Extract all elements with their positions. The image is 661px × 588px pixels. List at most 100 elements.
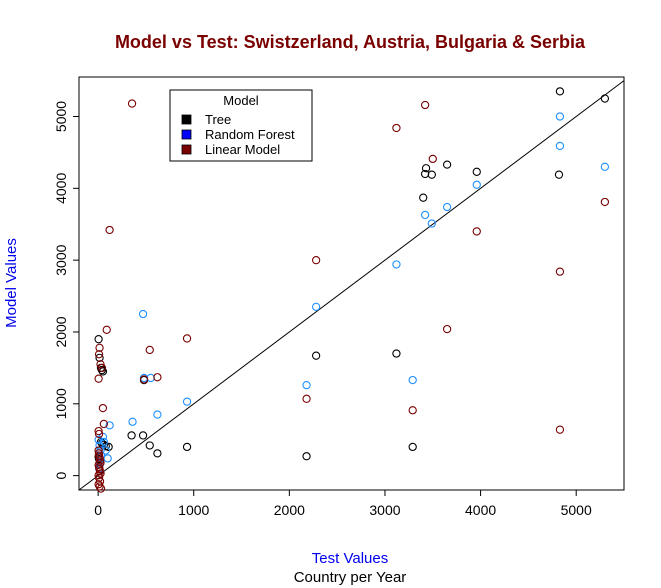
point-random-forest <box>105 421 114 430</box>
point-tree <box>145 441 154 450</box>
point-random-forest <box>427 219 436 228</box>
point-linear-model <box>302 394 311 403</box>
point-tree <box>96 437 106 447</box>
point-linear-model <box>420 100 430 110</box>
x-tick-label: 2000 <box>274 502 305 518</box>
point-linear-model <box>555 267 565 276</box>
point-tree <box>94 335 103 344</box>
point-tree <box>421 164 431 173</box>
chart-title: Model vs Test: Swistzerland, Austria, Bu… <box>115 32 586 52</box>
y-tick-label: 4000 <box>53 173 69 204</box>
point-linear-model <box>96 360 105 369</box>
point-tree <box>127 431 136 440</box>
point-tree <box>408 442 417 452</box>
point-tree <box>427 170 436 179</box>
point-random-forest <box>555 112 565 121</box>
point-tree <box>98 367 108 376</box>
x-axis: 0 1000 2000 3000 4000 5000 <box>94 490 592 518</box>
legend-entry-linear-model: Linear Model <box>205 142 280 157</box>
x-axis-label: Test Values <box>312 550 388 567</box>
point-linear-model <box>127 99 137 108</box>
x-tick-label: 4000 <box>465 502 496 518</box>
legend-swatch-tree <box>181 114 192 125</box>
point-tree <box>419 193 428 202</box>
point-linear-model <box>94 374 103 383</box>
point-linear-model <box>442 324 452 334</box>
x-axis-subtitle: Country per Year <box>294 569 407 586</box>
legend-entry-random-forest: Random Forest <box>205 127 295 142</box>
point-linear-model <box>311 256 321 265</box>
point-tree <box>392 349 401 358</box>
point-random-forest <box>408 375 417 385</box>
point-tree <box>97 365 107 375</box>
point-linear-model <box>95 343 104 352</box>
legend-swatch-random-forest <box>181 129 192 140</box>
point-linear-model <box>600 197 610 207</box>
point-linear-model <box>153 373 162 382</box>
point-tree <box>554 170 564 179</box>
point-linear-model <box>145 345 154 355</box>
legend-title: Model <box>223 93 259 108</box>
point-linear-model <box>182 334 192 343</box>
legend: Model Tree Random Forest Linear Model <box>169 89 313 162</box>
y-tick-label: 5000 <box>53 101 69 132</box>
reference-line-group <box>78 80 625 491</box>
point-random-forest <box>311 302 321 311</box>
point-linear-model <box>105 225 114 235</box>
x-tick-label: 3000 <box>369 502 400 518</box>
point-random-forest <box>555 141 565 151</box>
data-points <box>94 87 610 493</box>
y-tick-label: 0 <box>53 472 69 480</box>
point-linear-model <box>94 473 104 482</box>
point-random-forest <box>420 210 430 220</box>
point-linear-model <box>428 154 437 164</box>
point-tree <box>600 94 610 103</box>
point-random-forest <box>392 260 401 269</box>
point-linear-model <box>97 363 107 373</box>
point-linear-model <box>555 425 565 434</box>
x-tick-label: 5000 <box>561 502 592 518</box>
point-linear-model <box>139 375 149 384</box>
point-tree <box>182 442 192 452</box>
point-linear-model <box>98 403 108 413</box>
point-linear-model <box>96 484 106 493</box>
point-random-forest <box>182 397 192 406</box>
point-tree <box>95 353 104 362</box>
legend-swatch-linear-model <box>181 144 192 155</box>
x-tick-label: 0 <box>94 502 102 518</box>
y-axis: 0 1000 2000 3000 4000 5000 <box>53 101 79 480</box>
x-tick-label: 1000 <box>178 502 209 518</box>
point-random-forest <box>99 437 109 447</box>
point-random-forest <box>600 162 610 171</box>
point-linear-model <box>392 123 401 133</box>
point-linear-model <box>99 419 109 429</box>
point-linear-model <box>408 406 417 415</box>
point-random-forest <box>153 410 162 419</box>
point-tree <box>555 87 565 96</box>
point-linear-model <box>472 227 481 236</box>
point-random-forest <box>103 454 112 463</box>
point-tree <box>472 167 481 176</box>
y-tick-label: 2000 <box>53 316 69 347</box>
point-random-forest <box>94 435 103 444</box>
point-tree <box>153 449 162 458</box>
point-tree <box>442 160 452 169</box>
point-random-forest <box>146 373 155 383</box>
point-linear-model <box>94 429 104 439</box>
y-axis-label: Model Values <box>3 238 20 328</box>
plot-frame <box>78 76 625 491</box>
point-random-forest <box>472 180 481 189</box>
point-random-forest <box>442 202 452 212</box>
point-linear-model <box>96 469 105 478</box>
y-tick-label: 3000 <box>53 244 69 275</box>
point-tree <box>311 351 321 360</box>
point-linear-model <box>102 325 111 334</box>
legend-box <box>169 89 313 162</box>
point-linear-model <box>96 458 105 467</box>
point-random-forest <box>302 380 311 390</box>
reference-line <box>78 80 625 491</box>
legend-entry-tree: Tree <box>205 112 231 127</box>
point-linear-model <box>94 426 103 436</box>
point-linear-model <box>94 350 104 359</box>
